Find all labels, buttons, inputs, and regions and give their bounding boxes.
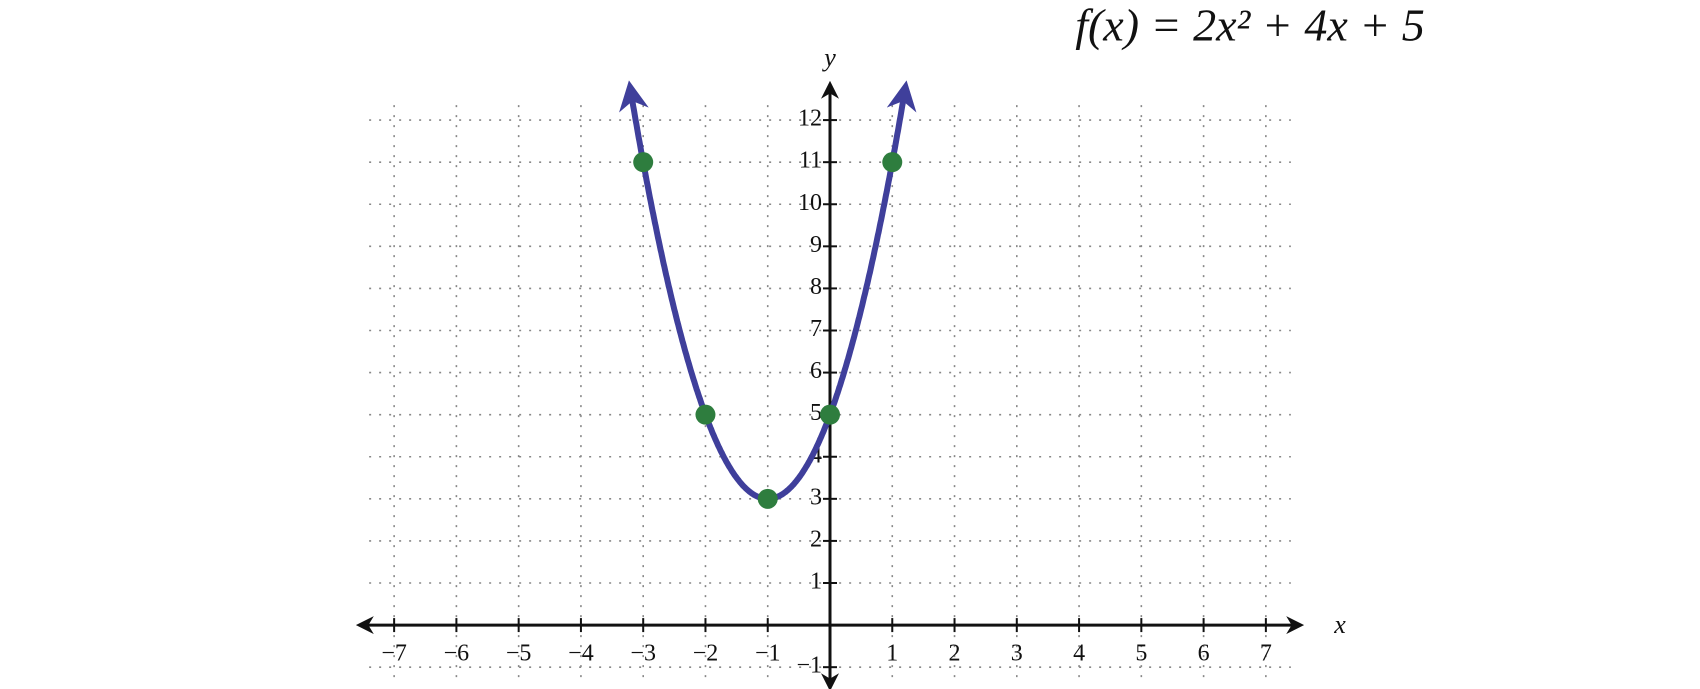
y-tick-label: 5: [810, 400, 822, 426]
x-tick-label: 3: [1011, 641, 1023, 667]
point: [633, 152, 654, 173]
x-tick-label: 7: [1260, 641, 1272, 667]
x-tick-label: 6: [1198, 641, 1210, 667]
y-tick-label: 1: [810, 569, 822, 595]
y-tick-label: −1: [796, 653, 822, 679]
y-tick-label: 3: [810, 484, 822, 510]
x-tick-label: −3: [630, 641, 656, 667]
y-tick-label: 7: [810, 316, 822, 342]
y-tick-label: 10: [798, 190, 822, 216]
x-tick-label: 4: [1073, 641, 1085, 667]
point: [695, 404, 716, 425]
x-tick-label: −6: [444, 641, 470, 667]
x-tick-label: 1: [886, 641, 898, 667]
point: [757, 488, 778, 509]
y-tick-label: 6: [810, 358, 822, 384]
x-tick-label: 5: [1135, 641, 1147, 667]
x-tick-label: 2: [949, 641, 961, 667]
x-axis-label: x: [1333, 610, 1346, 639]
x-tick-label: −2: [693, 641, 719, 667]
y-tick-label: 11: [799, 148, 822, 174]
x-tick-label: −5: [506, 641, 532, 667]
y-tick-label: 8: [810, 274, 822, 300]
x-tick-label: −1: [755, 641, 781, 667]
x-tick-label: −7: [381, 641, 407, 667]
y-tick-label: 2: [810, 526, 822, 552]
chart-title: f(x) = 2x² + 4x + 5: [1075, 0, 1425, 51]
y-axis-label: y: [821, 43, 836, 72]
y-tick-label: 9: [810, 232, 822, 258]
point: [882, 152, 903, 173]
x-tick-label: −4: [568, 641, 594, 667]
point: [820, 404, 840, 425]
y-tick-label: 12: [798, 106, 822, 132]
